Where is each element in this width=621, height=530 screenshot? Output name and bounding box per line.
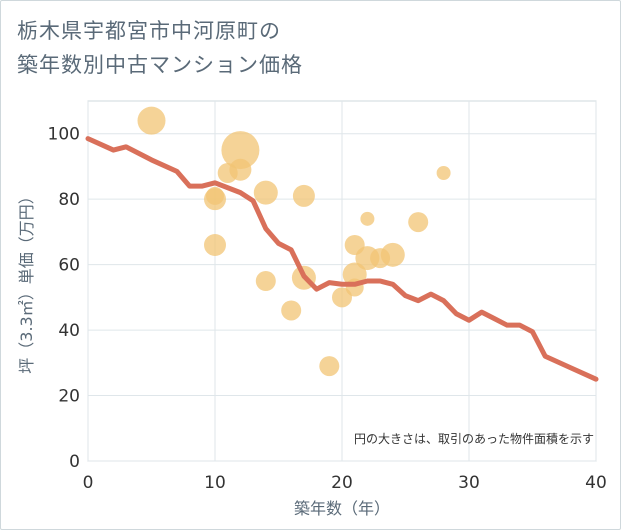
chart-title: 栃木県宇都宮市中河原町の 築年数別中古マンション価格 <box>17 14 303 82</box>
bubble-point <box>204 234 226 256</box>
y-tick-label: 80 <box>58 190 80 210</box>
title-line-1: 栃木県宇都宮市中河原町の <box>17 19 281 43</box>
x-tick-label: 30 <box>458 473 480 493</box>
bubble-point <box>408 212 429 233</box>
bubble-point <box>292 184 315 207</box>
y-tick-label: 20 <box>58 387 80 407</box>
x-axis-ticks: 0 10 20 30 40 <box>83 473 607 493</box>
bubble-point <box>253 180 278 205</box>
title-line-2: 築年数別中古マンション価格 <box>17 53 303 77</box>
y-tick-label: 100 <box>48 125 80 145</box>
trend-line <box>85 136 599 382</box>
y-axis-ticks: 0 20 40 60 80 100 <box>48 125 80 472</box>
bubble-point <box>221 131 260 170</box>
trend-series <box>85 136 599 382</box>
bubble-point <box>319 356 340 377</box>
x-tick-label: 20 <box>331 473 353 493</box>
bubble-point <box>137 106 166 135</box>
x-tick-label: 40 <box>585 473 607 493</box>
bubble-size-note: 円の大きさは、取引のあった物件面積を示す <box>354 431 594 446</box>
y-axis-title: 坪（3.3㎡）単価（万円） <box>17 188 36 373</box>
grid-lines <box>87 101 597 462</box>
bubble-point <box>206 186 224 205</box>
y-tick-label: 0 <box>69 452 80 472</box>
x-tick-label: 10 <box>204 473 226 493</box>
x-tick-label: 0 <box>83 473 94 493</box>
x-axis-title: 築年数（年） <box>294 499 390 518</box>
bubble-point <box>229 158 252 181</box>
y-tick-label: 60 <box>58 256 80 276</box>
bubble-point <box>332 287 352 308</box>
bubble-point <box>380 242 405 267</box>
bubble-point <box>360 211 375 226</box>
bubble-point <box>436 166 451 180</box>
y-tick-label: 40 <box>58 321 80 341</box>
bubble-point <box>255 271 276 291</box>
bubble-point <box>281 300 302 321</box>
